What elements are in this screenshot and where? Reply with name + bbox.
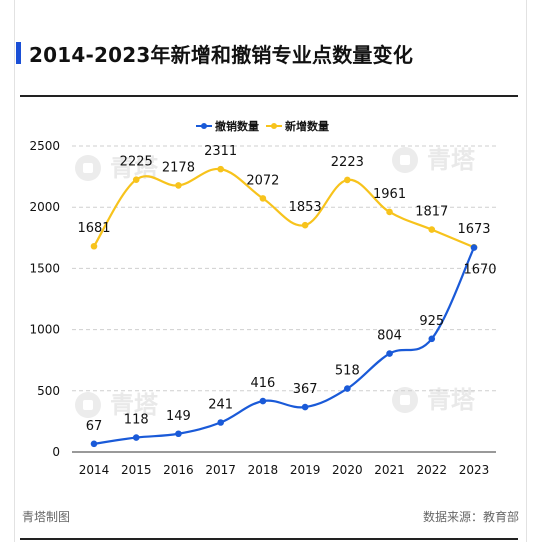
watermark-0: 青塔	[75, 154, 159, 182]
data-point	[344, 176, 351, 184]
data-point	[259, 397, 267, 405]
data-label: 416	[250, 376, 275, 391]
data-point	[344, 385, 351, 392]
data-point	[132, 434, 140, 441]
chart-frame	[14, 0, 527, 542]
watermark-2: 青塔	[75, 391, 159, 419]
x-tick-label: 2017	[205, 463, 236, 477]
y-tick-label: 2000	[29, 200, 60, 214]
data-label: 1673	[457, 222, 490, 237]
legend-swatch-dot	[201, 123, 207, 129]
data-label: 241	[208, 398, 233, 413]
y-tick-label: 500	[37, 384, 60, 398]
legend-label: 新增数量	[285, 119, 329, 133]
data-label: 1961	[373, 187, 406, 202]
data-label: 2223	[331, 155, 364, 170]
qingta-logo-inner	[83, 400, 93, 410]
x-tick-label: 2022	[417, 463, 448, 477]
data-point	[90, 242, 98, 250]
qingta-logo-inner	[400, 155, 410, 165]
qingta-logo-inner	[83, 163, 93, 173]
data-label: 2072	[246, 173, 279, 188]
title-row: 2014-2023年新增和撤销专业点数量变化	[16, 38, 413, 68]
data-point	[175, 182, 182, 189]
data-label: 1681	[77, 221, 110, 236]
data-label: 518	[335, 364, 360, 379]
series-line-0	[93, 247, 475, 445]
x-tick-label: 2018	[248, 463, 279, 477]
data-point	[386, 350, 393, 357]
data-point	[386, 208, 393, 216]
page-title: 2014-2023年新增和撤销专业点数量变化	[29, 42, 414, 67]
data-label: 925	[419, 314, 444, 329]
x-tick-label: 2021	[374, 463, 405, 477]
data-label: 67	[86, 419, 103, 434]
series-line-1	[93, 167, 475, 249]
legend-item-0: 撤销数量	[196, 119, 259, 133]
data-label: 1817	[415, 205, 448, 220]
data-label: 2311	[204, 144, 237, 159]
top-divider	[20, 95, 518, 97]
x-tick-label: 2020	[332, 463, 363, 477]
qingta-logo-inner	[400, 395, 410, 405]
data-point	[217, 165, 224, 173]
bottom-divider	[20, 538, 518, 540]
data-point	[428, 226, 436, 233]
watermark-1: 青塔	[392, 146, 476, 174]
data-label: 2225	[120, 155, 153, 170]
footer-source: 数据来源：教育部	[422, 510, 519, 524]
data-label: 1853	[289, 200, 322, 215]
data-point	[132, 176, 140, 183]
watermark-text: 青塔	[427, 386, 476, 414]
data-label: 367	[293, 382, 318, 397]
data-point	[428, 335, 436, 343]
data-label: 118	[124, 413, 149, 428]
data-label: 1670	[463, 263, 496, 278]
x-tick-label: 2016	[163, 463, 194, 477]
legend-item-1: 新增数量	[266, 119, 329, 133]
legend-swatch-dot	[271, 123, 277, 129]
x-tick-label: 2023	[459, 463, 490, 477]
data-point	[301, 403, 309, 411]
data-point	[217, 419, 224, 426]
legend-label: 撤销数量	[215, 119, 259, 133]
y-tick-label: 0	[52, 445, 60, 459]
x-tick-label: 2019	[290, 463, 321, 477]
footer-credit: 青塔制图	[22, 510, 71, 524]
data-label: 149	[166, 409, 191, 424]
x-tick-label: 2014	[79, 463, 110, 477]
data-point	[470, 244, 478, 251]
x-tick-label: 2015	[121, 463, 152, 477]
y-tick-label: 1000	[29, 323, 60, 337]
data-point	[301, 221, 309, 229]
title-accent-bar	[16, 42, 21, 64]
legend: 撤销数量 新增数量	[196, 119, 329, 133]
data-label: 2178	[162, 160, 195, 175]
y-tick-label: 2500	[29, 139, 60, 153]
data-point	[175, 430, 182, 438]
data-point	[90, 440, 98, 448]
data-point	[259, 195, 267, 202]
watermark-text: 青塔	[110, 391, 159, 419]
watermark-text: 青塔	[427, 146, 476, 174]
watermark-3: 青塔	[392, 386, 476, 414]
y-tick-label: 1500	[29, 261, 60, 275]
data-label: 804	[377, 329, 402, 344]
